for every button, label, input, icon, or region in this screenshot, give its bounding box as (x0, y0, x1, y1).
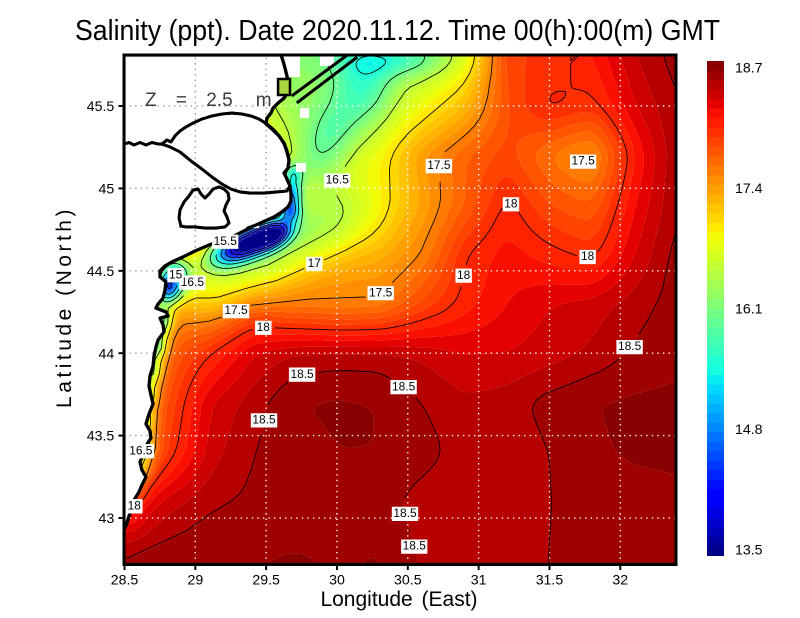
svg-text:31.5: 31.5 (536, 572, 564, 588)
svg-text:18.5: 18.5 (392, 379, 416, 393)
svg-text:29: 29 (187, 572, 203, 588)
svg-text:18.5: 18.5 (252, 412, 276, 426)
svg-text:29.5: 29.5 (252, 572, 280, 588)
svg-text:17: 17 (308, 256, 322, 270)
svg-text:13.5: 13.5 (735, 543, 763, 559)
svg-text:28.5: 28.5 (111, 572, 139, 588)
svg-text:18: 18 (128, 498, 142, 512)
svg-text:45.5: 45.5 (87, 99, 115, 115)
svg-text:43.5: 43.5 (87, 429, 115, 445)
svg-text:32: 32 (612, 572, 628, 588)
svg-text:18.5: 18.5 (393, 506, 417, 520)
svg-text:18: 18 (457, 268, 471, 282)
svg-text:18.5: 18.5 (290, 367, 314, 381)
svg-text:18: 18 (581, 249, 595, 263)
svg-text:18.7: 18.7 (735, 61, 763, 77)
svg-text:14.8: 14.8 (735, 422, 763, 438)
svg-text:30.5: 30.5 (394, 572, 422, 588)
svg-text:16.5: 16.5 (181, 275, 205, 289)
svg-text:17.5: 17.5 (369, 285, 393, 299)
svg-text:44: 44 (99, 346, 115, 362)
svg-text:18.5: 18.5 (618, 339, 642, 353)
svg-text:16.1: 16.1 (735, 302, 763, 318)
svg-text:18.5: 18.5 (403, 539, 427, 553)
svg-text:44.5: 44.5 (87, 264, 115, 280)
svg-text:30: 30 (329, 572, 345, 588)
svg-text:17.5: 17.5 (224, 303, 248, 317)
svg-text:43: 43 (99, 511, 115, 527)
svg-text:17.5: 17.5 (572, 154, 596, 168)
svg-text:18: 18 (504, 196, 518, 210)
svg-text:15.5: 15.5 (214, 234, 238, 248)
svg-text:16.5: 16.5 (326, 173, 350, 187)
svg-text:16.5: 16.5 (129, 443, 153, 457)
svg-text:17.5: 17.5 (427, 158, 451, 172)
svg-text:15: 15 (169, 267, 183, 281)
svg-text:18: 18 (257, 320, 271, 334)
svg-text:45: 45 (99, 182, 115, 198)
svg-text:31: 31 (471, 572, 487, 588)
svg-text:17.4: 17.4 (735, 181, 763, 197)
